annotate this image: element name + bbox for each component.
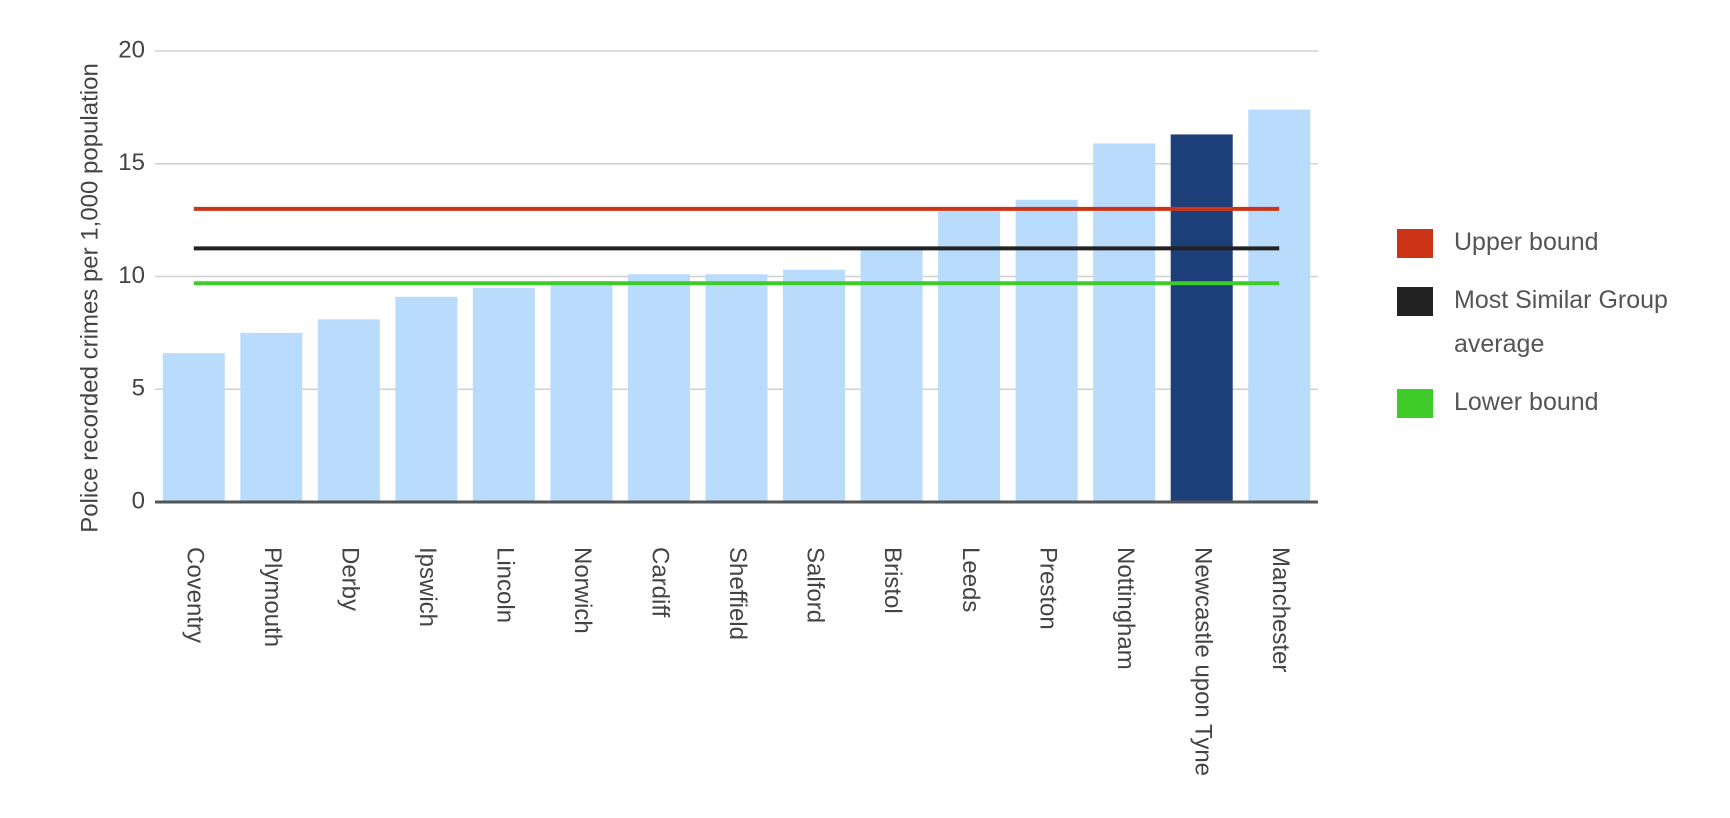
legend-swatch xyxy=(1397,229,1433,258)
legend-label: Lower bound xyxy=(1454,388,1599,416)
legend: Upper bound Most Similar Group average Low… xyxy=(1397,226,1717,444)
legend-item: Upper bound xyxy=(1397,226,1717,264)
y-tick-label: 5 xyxy=(132,375,145,402)
y-tick-label: 20 xyxy=(118,36,145,63)
y-axis-label: Police recorded crimes per 1,000 populat… xyxy=(76,63,103,533)
x-tick-label: Coventry xyxy=(181,547,208,643)
bar xyxy=(627,274,690,502)
bar xyxy=(1248,109,1311,502)
x-tick-label: Newcastle upon Tyne xyxy=(1189,547,1216,776)
x-tick-label: Ipswich xyxy=(414,547,441,627)
y-tick-label: 0 xyxy=(132,487,145,514)
y-tick-label: 10 xyxy=(118,262,145,289)
bar xyxy=(550,281,613,502)
bar xyxy=(240,332,303,502)
x-tick-label: Preston xyxy=(1034,547,1061,630)
bar xyxy=(938,211,1001,503)
bar xyxy=(860,249,923,502)
x-tick-label: Nottingham xyxy=(1112,547,1139,670)
x-tick-label: Salford xyxy=(802,547,829,623)
legend-label: Most Similar Group average xyxy=(1454,286,1668,358)
bar xyxy=(162,353,225,502)
x-tick-label: Leeds xyxy=(957,547,984,612)
legend-label: Upper bound xyxy=(1454,228,1599,256)
legend-item: Most Similar Group average xyxy=(1397,284,1717,366)
bar xyxy=(472,287,535,502)
x-tick-label: Plymouth xyxy=(259,547,286,647)
x-tick-label: Cardiff xyxy=(647,547,674,618)
x-tick-label: Norwich xyxy=(569,547,596,634)
x-tick-label: Bristol xyxy=(879,547,906,614)
bar xyxy=(1093,143,1156,502)
bar xyxy=(317,319,380,502)
x-tick-label: Derby xyxy=(336,547,363,611)
legend-item: Lower bound xyxy=(1397,386,1717,424)
x-tick-label: Manchester xyxy=(1267,547,1294,672)
y-tick-label: 15 xyxy=(118,149,145,176)
legend-swatch xyxy=(1397,287,1433,316)
legend-swatch xyxy=(1397,389,1433,418)
bar xyxy=(705,274,768,502)
bar xyxy=(1015,199,1078,502)
x-tick-label: Lincoln xyxy=(492,547,519,623)
bar xyxy=(783,269,846,502)
bar xyxy=(1170,134,1233,502)
x-tick-label: Sheffield xyxy=(724,547,751,640)
bar xyxy=(395,296,458,502)
